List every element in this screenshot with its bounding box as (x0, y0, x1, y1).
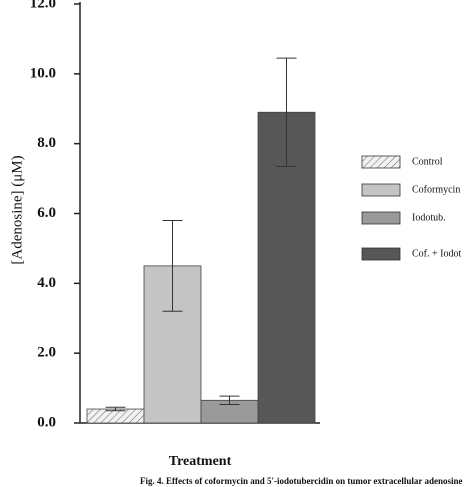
legend-swatch (361, 211, 401, 225)
y-tick-label: 10.0 (30, 65, 56, 81)
error-bar (162, 219, 183, 312)
error-bar (105, 406, 126, 412)
x-axis-label: Treatment (169, 454, 232, 469)
legend-swatch (361, 183, 401, 197)
y-axis-label: [Adenosine] (μM) (9, 155, 25, 264)
legend-label: Coformycin (412, 184, 460, 195)
error-bar (219, 395, 240, 405)
legend-label: Iodotub. (412, 212, 446, 223)
legend-label: Control (412, 156, 443, 167)
y-tick-label: 2.0 (37, 345, 56, 361)
legend-swatch (361, 247, 401, 261)
error-bar (276, 57, 297, 167)
y-tick-label: 4.0 (37, 275, 56, 291)
legend-label: Cof. + Iodot (412, 248, 461, 259)
y-tick-label: 6.0 (37, 205, 56, 221)
y-tick-label: 8.0 (37, 135, 56, 151)
y-tick-label: 12.0 (30, 0, 56, 11)
legend-swatch (361, 155, 401, 169)
y-tick-label: 0.0 (37, 414, 56, 430)
caption: Fig. 4. Effects of coformycin and 5'-iod… (140, 476, 462, 486)
